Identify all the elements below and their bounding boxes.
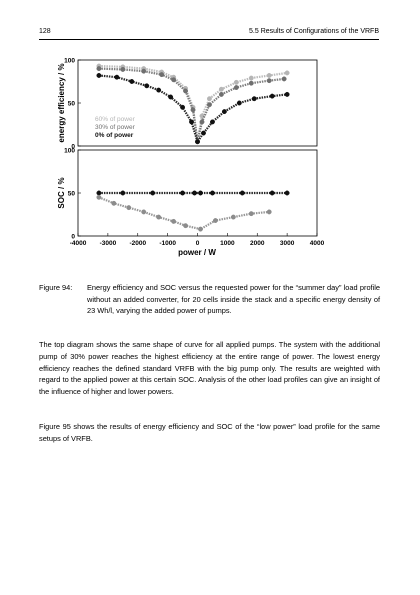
section-title: 5.5 Results of Configurations of the VRF…	[249, 28, 379, 35]
soc-y-tick-label: 100	[64, 148, 75, 155]
x-axis-title: power / W	[178, 248, 216, 257]
efficiency-y-tick-label: 0	[71, 144, 75, 151]
y-axis-title-soc: SOC / %	[57, 177, 66, 208]
soc-y-tick-label: 0	[71, 234, 75, 241]
soc-x-tick-label: 0	[196, 240, 200, 247]
caption-label: Figure 94:	[39, 283, 73, 292]
legend-entry-60: 60% of power	[95, 116, 136, 123]
soc-y-tick-label: 50	[68, 191, 76, 198]
body-paragraph-1: The top diagram shows the same shape of …	[39, 340, 380, 397]
page-number: 128	[39, 28, 51, 35]
soc-x-tick-label: -3000	[100, 240, 117, 247]
efficiency-y-tick-label: 100	[64, 58, 75, 65]
page-header: 128 5.5 Results of Configurations of the…	[39, 27, 379, 40]
soc-x-tick-label: -1000	[159, 240, 176, 247]
soc-x-tick-label: 3000	[280, 240, 295, 247]
efficiency-series-0-point	[284, 70, 290, 76]
efficiency-y-tick-label: 50	[68, 101, 76, 108]
soc-x-tick-label: -4000	[70, 240, 87, 247]
body-paragraph-2: Figure 95 shows the results of energy ef…	[39, 422, 380, 443]
soc-x-tick-label: 1000	[220, 240, 235, 247]
legend-entry-30: 30% of power	[95, 124, 136, 131]
soc-x-tick-label: 2000	[250, 240, 265, 247]
soc-series-1-point	[266, 209, 272, 215]
efficiency-series-2-line	[98, 74, 288, 145]
caption-text: Energy efficiency and SOC versus the req…	[87, 283, 380, 316]
efficiency-series-2-point	[96, 73, 102, 78]
soc-x-tick-label: 4000	[310, 240, 325, 247]
legend-entry-0: 0% of power	[95, 132, 134, 139]
soc-x-tick-label: -2000	[129, 240, 146, 247]
soc-series-1-line	[98, 196, 270, 231]
y-axis-title-efficiency: energy efficiency / %	[57, 63, 66, 142]
